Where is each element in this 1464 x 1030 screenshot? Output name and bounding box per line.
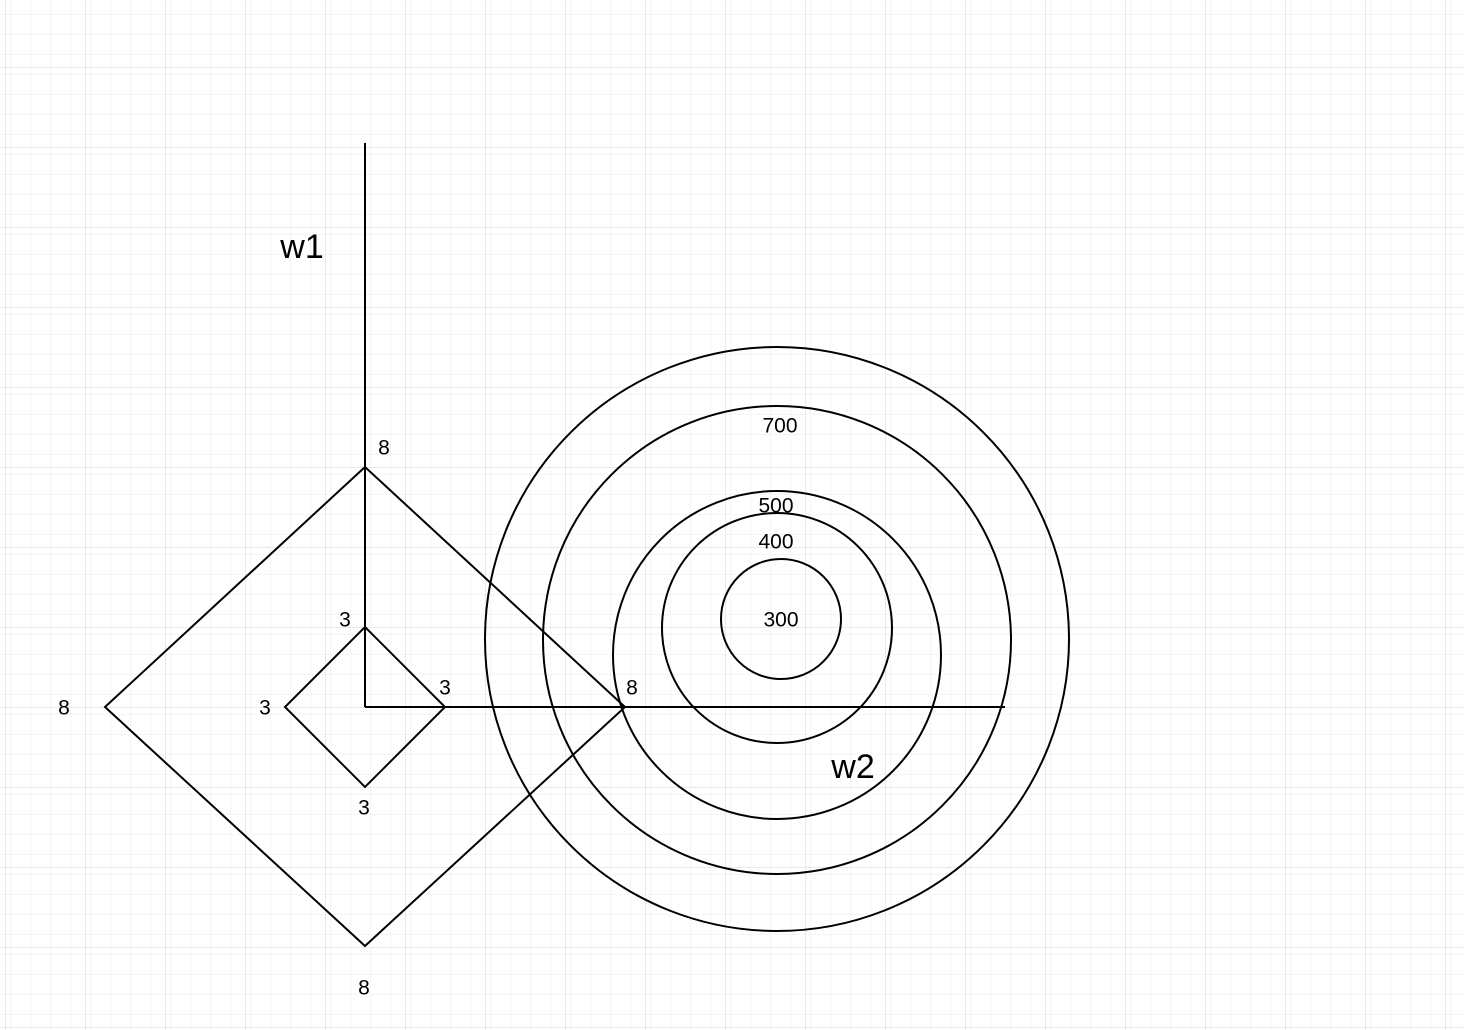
contour-label-400: 400 [758,530,794,554]
contour-ring-400 [661,512,893,744]
inner-diamond-bottom-label: 3 [358,796,370,820]
contour-ring-700 [542,405,1012,875]
inner-diamond-top-label: 3 [339,608,351,632]
outer-diamond-top-label: 8 [378,436,390,460]
w1-axis-label: w1 [280,228,324,266]
inner-diamond [283,625,447,789]
contour-label-300: 300 [763,608,799,632]
inner-diamond-left-label: 3 [259,696,271,720]
outer-diamond-bottom-label: 8 [358,976,370,1000]
contour-ring-500 [612,490,942,820]
contour-label-500: 500 [758,494,794,518]
inner-diamond-right-label: 3 [439,676,451,700]
w2-axis-label: w2 [831,748,875,786]
contour-ring-outer [484,346,1070,932]
contour-label-700: 700 [762,414,798,438]
outer-diamond-right-label: 8 [626,676,638,700]
outer-diamond [103,465,627,948]
contour-ring-300 [720,558,842,680]
outer-diamond-left-label: 8 [58,696,70,720]
